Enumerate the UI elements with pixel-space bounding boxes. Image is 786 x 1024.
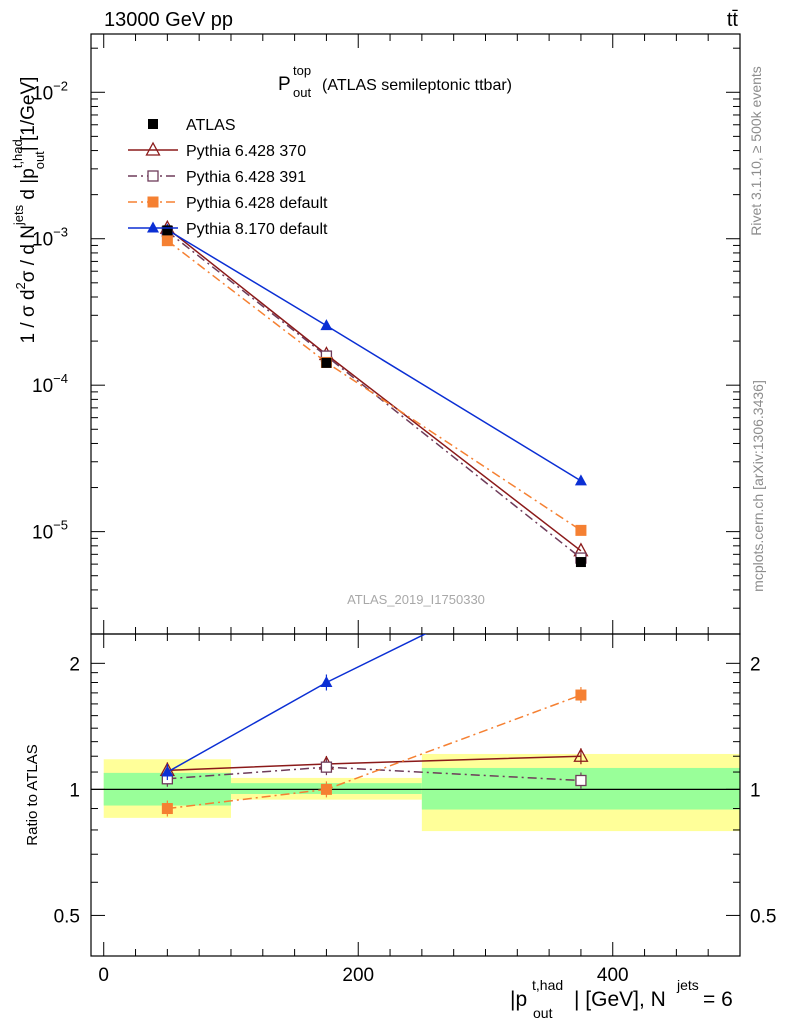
- ratio-ytick-label-left: 2: [69, 654, 80, 675]
- legend-marker-data: [148, 119, 158, 129]
- data-point: [321, 357, 332, 368]
- legend: ATLAS Pythia 6.428 370 Pythia 6.428 391 Pyt…: [128, 117, 328, 238]
- ratio-bands: [91, 753, 740, 832]
- ratio-series-point-2: [320, 783, 332, 795]
- ratio-series-point-2: [575, 689, 587, 701]
- main-series-point-3: [574, 474, 587, 486]
- legend-label-2: Pythia 6.428 default: [186, 195, 328, 212]
- ratio-series-line-3: [166, 634, 427, 773]
- ratio-ylabel: Ratio to ATLAS: [24, 744, 41, 845]
- plot-title: (ATLAS semileptonic ttbar): [322, 77, 512, 94]
- mcplots-label: mcplots.cern.ch [arXiv:1306.3436]: [750, 380, 766, 592]
- collision-energy-label: 13000 GeV pp: [104, 9, 233, 31]
- plot-title-sup: top: [293, 63, 311, 78]
- watermark: ATLAS_2019_I1750330: [347, 592, 485, 607]
- main-ytick-label: 10−5: [32, 518, 68, 544]
- main-series-point-2: [575, 524, 587, 536]
- ratio-series-point-3: [161, 765, 174, 777]
- main-ytick-label: 10−4: [32, 371, 68, 397]
- legend-label-data: ATLAS: [186, 117, 236, 134]
- series-layer: [159, 219, 589, 817]
- xlabel-rest: | [GeV], N: [574, 988, 666, 1011]
- xtick-label: 200: [342, 965, 374, 986]
- ratio-ytick-label-left: 0.5: [54, 906, 80, 927]
- ratio-series-point-3: [320, 675, 333, 687]
- legend-marker-3: [147, 221, 159, 233]
- legend-marker-1: [147, 170, 159, 182]
- ratio-ytick-label-right: 1: [750, 780, 761, 801]
- main-ylabel: 1 / σ d2σ / d Njets d |pt,had out| [1/GeV…: [10, 77, 47, 344]
- xlabel-sup2: jets: [676, 977, 699, 993]
- legend-marker-2: [147, 196, 159, 208]
- legend-marker-0: [145, 141, 161, 156]
- main-series-point-3: [320, 319, 333, 331]
- plot-title-sub: out: [293, 85, 311, 100]
- xtick-label: 0: [98, 965, 109, 986]
- axis-ticks: [91, 34, 741, 956]
- legend-label-3: Pythia 8.170 default: [186, 221, 328, 238]
- main-series-line-2: [166, 240, 582, 532]
- ratio-plot-frame: [90, 633, 741, 957]
- main-series-line-0: [166, 227, 582, 552]
- main-series-point-2: [161, 235, 173, 247]
- xlabel-sup: t,had: [532, 977, 563, 993]
- main-series-line-1: [166, 230, 582, 559]
- main-ytick-label: 10−3: [32, 225, 68, 251]
- xlabel-p: |p: [510, 988, 527, 1011]
- xlabel-sub: out: [533, 1005, 553, 1021]
- data-point: [575, 557, 586, 568]
- plot-title-symbol: P: [278, 74, 291, 95]
- legend-label-0: Pythia 6.428 370: [186, 143, 306, 160]
- ratio-series: [159, 634, 589, 817]
- main-ytick-label: 10−2: [32, 78, 68, 104]
- main-series-line-3: [166, 229, 582, 482]
- xtick-label: 400: [597, 965, 629, 986]
- rivet-version-label: Rivet 3.1.10, ≥ 500k events: [748, 66, 764, 236]
- ratio-ytick-label-right: 2: [750, 654, 761, 675]
- plot-frames: [90, 33, 741, 957]
- main-series: [159, 219, 589, 568]
- text-layer: 13000 GeV pp tt̄ ATLAS_2019_I1750330 Riv…: [10, 9, 776, 1021]
- ratio-ytick-label-left: 1: [69, 780, 80, 801]
- ratio-series-point-2: [161, 803, 173, 815]
- legend-label-1: Pythia 6.428 391: [186, 169, 306, 186]
- ratio-series-point-1: [575, 774, 587, 787]
- ratio-ytick-label-right: 0.5: [750, 906, 776, 927]
- xlabel-tail: = 6: [703, 988, 733, 1011]
- ratio-series-point-1: [320, 761, 333, 773]
- ratio-series-point-0: [573, 747, 589, 762]
- data-point: [162, 225, 173, 236]
- process-label: tt̄: [727, 9, 739, 31]
